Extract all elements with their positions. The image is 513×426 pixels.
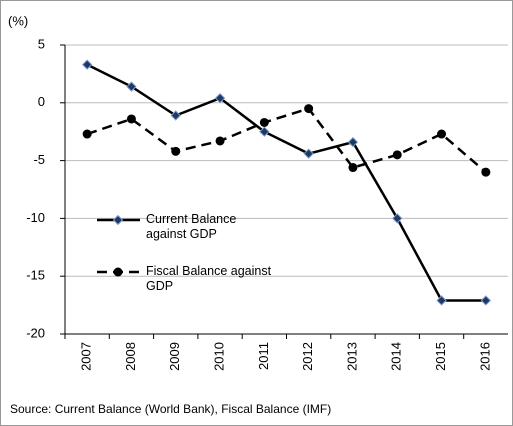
marker: [112, 214, 124, 226]
marker: [215, 136, 225, 146]
series-line: [86, 63, 486, 302]
marker: [81, 59, 93, 70]
marker: [126, 81, 137, 92]
marker: [214, 92, 226, 104]
y-unit: (%): [8, 13, 28, 28]
x-tick-label: 2009: [167, 342, 182, 371]
marker: [392, 213, 403, 224]
x-tick-label: 2010: [211, 342, 226, 371]
marker: [82, 129, 92, 139]
marker: [170, 110, 181, 121]
y-tick-label: -20: [26, 325, 45, 340]
y-tick-label: -5: [33, 152, 45, 167]
marker: [436, 295, 447, 306]
marker: [126, 114, 136, 124]
marker: [113, 267, 123, 277]
marker: [303, 148, 314, 159]
x-tick-label: 2015: [433, 342, 448, 371]
marker: [259, 117, 269, 127]
source: Source: Current Balance (World Bank), Fi…: [10, 402, 331, 416]
x-tick-label: 2012: [300, 342, 315, 371]
legend-label: Fiscal Balance against GDP: [146, 264, 272, 293]
marker: [481, 167, 491, 177]
marker: [347, 136, 359, 148]
y-tick-label: -15: [26, 268, 45, 283]
x-tick-label: 2013: [344, 342, 359, 371]
y-tick-label: 0: [38, 94, 45, 109]
x-tick-label: 2011: [256, 342, 271, 370]
marker: [437, 129, 447, 139]
marker: [392, 150, 402, 160]
x-tick-label: 2008: [123, 342, 138, 371]
marker: [480, 295, 492, 306]
x-tick-label: 2007: [79, 342, 94, 371]
x-tick-label: 2014: [389, 342, 404, 371]
marker: [304, 104, 314, 114]
legend-label: Current Balance against GDP: [146, 212, 237, 241]
marker: [259, 126, 270, 137]
marker: [171, 146, 181, 156]
series-line: [86, 107, 487, 174]
y-tick-label: 5: [38, 36, 45, 51]
x-tick-label: 2016: [477, 342, 492, 371]
marker: [348, 163, 358, 173]
y-tick-label: -10: [26, 210, 45, 225]
